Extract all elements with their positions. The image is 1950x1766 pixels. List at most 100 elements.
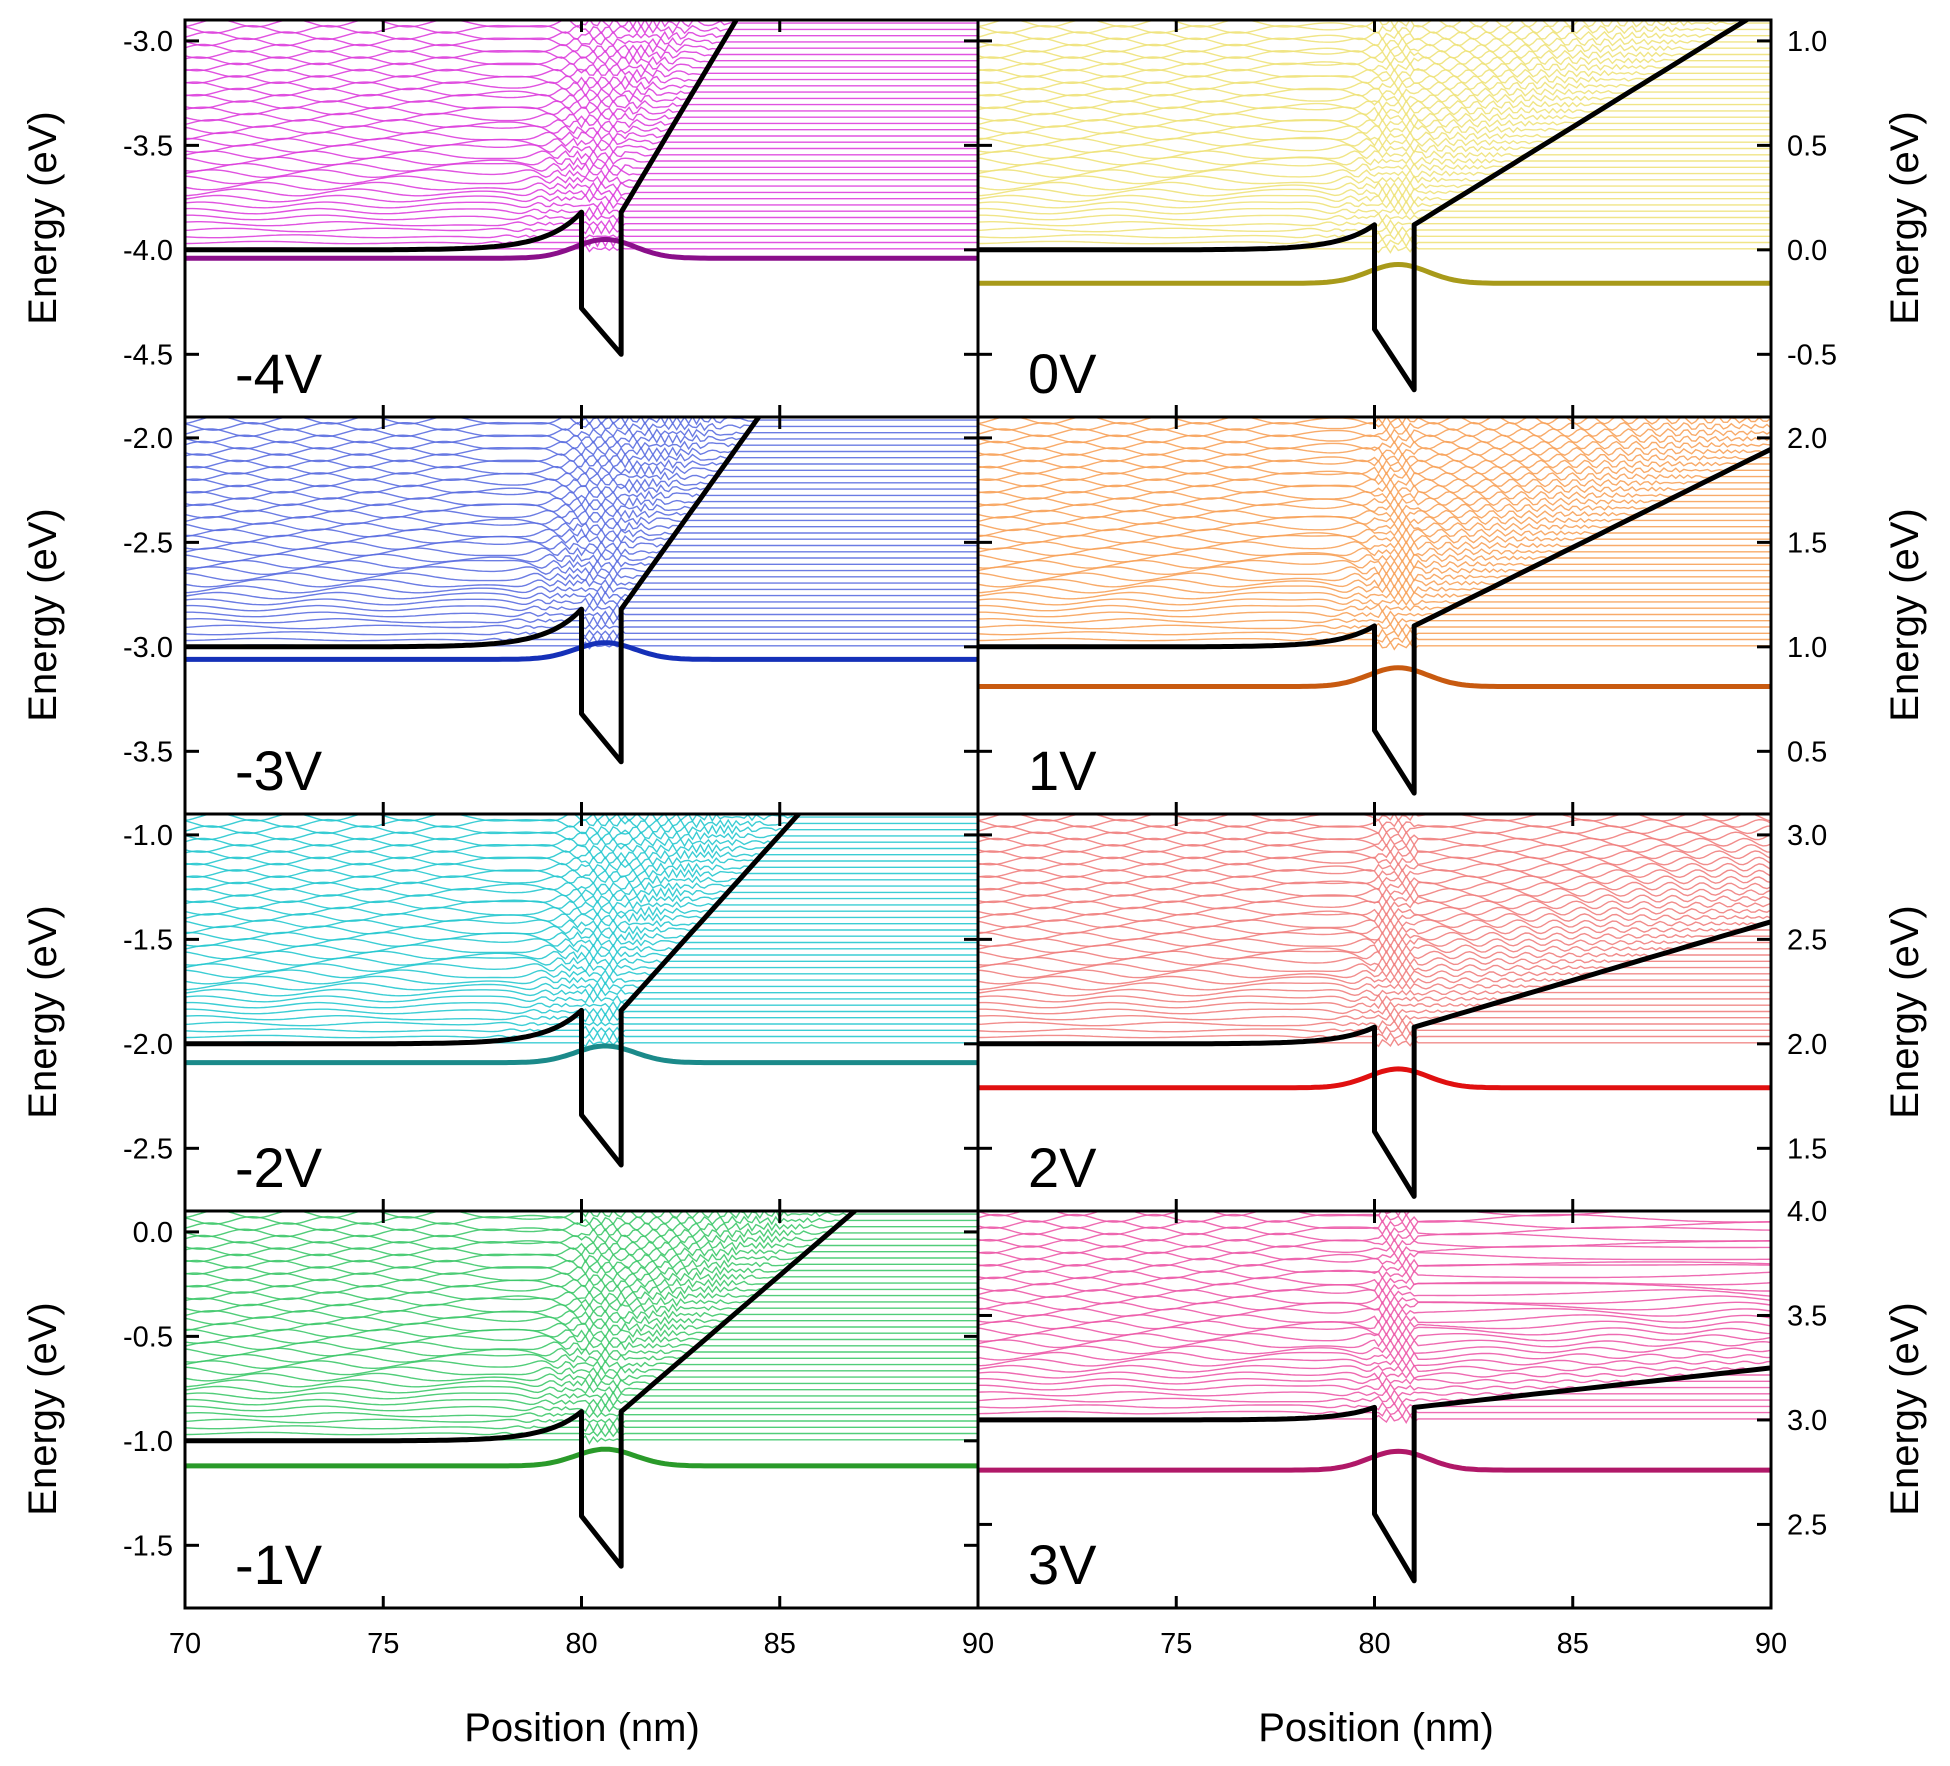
state-line xyxy=(185,521,978,532)
state-line xyxy=(185,1221,978,1232)
state-line xyxy=(978,609,1771,620)
state-line xyxy=(185,1341,978,1351)
state-line xyxy=(978,1006,1771,1017)
state-line xyxy=(185,943,978,954)
state-line xyxy=(978,1294,1771,1305)
y-tick-label: 0.5 xyxy=(1787,736,1827,768)
y-tick-label: 3.0 xyxy=(1787,820,1827,852)
state-line xyxy=(978,446,1771,457)
state-line xyxy=(185,124,978,135)
state-line xyxy=(185,93,978,104)
state-line xyxy=(978,969,1771,979)
y-tick-label: -2.5 xyxy=(123,1133,173,1165)
state-line xyxy=(978,893,1771,904)
state-line xyxy=(978,1018,1771,1030)
state-line xyxy=(978,428,1771,438)
x-tick-label: 80 xyxy=(565,1628,597,1660)
y-tick-label: 1.5 xyxy=(1787,1133,1827,1165)
state-line xyxy=(185,1303,978,1314)
state-line xyxy=(185,1000,978,1011)
state-line xyxy=(185,199,978,211)
state-line xyxy=(185,565,978,576)
state-line xyxy=(185,1284,978,1295)
state-line xyxy=(978,843,1771,854)
state-line xyxy=(185,880,978,892)
state-line xyxy=(978,1300,1771,1312)
state-line xyxy=(978,534,1771,545)
state-line xyxy=(978,162,1771,172)
x-tick-label: 85 xyxy=(1557,1628,1589,1660)
state-line xyxy=(978,1012,1771,1023)
state-line xyxy=(185,68,978,79)
state-line xyxy=(978,1364,1771,1374)
state-line xyxy=(185,433,978,445)
state-line xyxy=(185,155,978,166)
state-line xyxy=(978,515,1771,526)
state-line xyxy=(978,571,1771,583)
state-line xyxy=(978,931,1771,942)
state-line xyxy=(185,994,978,1004)
state-line xyxy=(185,427,978,438)
state-line xyxy=(978,1276,1771,1286)
state-line xyxy=(185,112,978,123)
state-line xyxy=(185,118,978,129)
state-line xyxy=(978,559,1771,570)
state-line xyxy=(978,156,1771,166)
band-profile-line xyxy=(978,446,1771,796)
state-line xyxy=(185,1371,978,1383)
state-line xyxy=(185,149,978,160)
state-line xyxy=(978,949,1771,961)
voltage-label: 0V xyxy=(1028,342,1097,405)
state-line xyxy=(978,1370,1771,1380)
y-tick-label: 4.0 xyxy=(1787,1196,1827,1228)
state-line xyxy=(978,824,1771,835)
state-line xyxy=(978,993,1771,1004)
state-line xyxy=(978,830,1771,841)
state-line xyxy=(185,458,978,469)
y-axis-title-left-row-2: Energy (eV) xyxy=(21,905,65,1118)
state-line xyxy=(978,1250,1771,1261)
y-tick-label: -0.5 xyxy=(1787,339,1837,371)
state-line xyxy=(185,1315,978,1326)
state-line xyxy=(978,169,1771,178)
state-line xyxy=(978,906,1771,917)
state-line xyxy=(185,824,978,835)
state-line xyxy=(185,137,978,148)
state-line xyxy=(185,1378,978,1389)
y-tick-label: -1.5 xyxy=(123,1530,173,1562)
voltage-label: 1V xyxy=(1028,739,1097,802)
state-line xyxy=(185,1290,978,1301)
state-line xyxy=(978,1219,1771,1230)
state-line xyxy=(978,597,1771,606)
state-line xyxy=(185,559,978,570)
state-line xyxy=(978,81,1771,92)
x-tick-label: 90 xyxy=(1755,1628,1787,1660)
state-line xyxy=(978,1231,1771,1243)
state-line xyxy=(978,1338,1771,1349)
state-line xyxy=(978,99,1771,110)
state-line xyxy=(185,477,978,488)
state-line xyxy=(978,1244,1771,1255)
state-line xyxy=(185,596,978,608)
state-line xyxy=(185,962,978,973)
state-line xyxy=(978,615,1771,626)
state-line xyxy=(978,111,1771,123)
state-line xyxy=(185,1246,978,1257)
state-line xyxy=(978,1319,1771,1331)
state-line xyxy=(185,584,978,595)
state-line xyxy=(978,131,1771,141)
y-tick-label: 0.5 xyxy=(1787,130,1827,162)
state-line xyxy=(978,62,1771,72)
state-line xyxy=(185,496,978,507)
state-line xyxy=(185,1277,978,1289)
state-line xyxy=(978,440,1771,451)
state-line xyxy=(185,61,978,72)
state-line xyxy=(978,496,1771,507)
state-line xyxy=(185,440,978,451)
state-line xyxy=(185,1322,978,1333)
state-line xyxy=(185,37,978,47)
state-line xyxy=(185,956,978,967)
state-line xyxy=(978,837,1771,848)
state-line xyxy=(185,1309,978,1320)
